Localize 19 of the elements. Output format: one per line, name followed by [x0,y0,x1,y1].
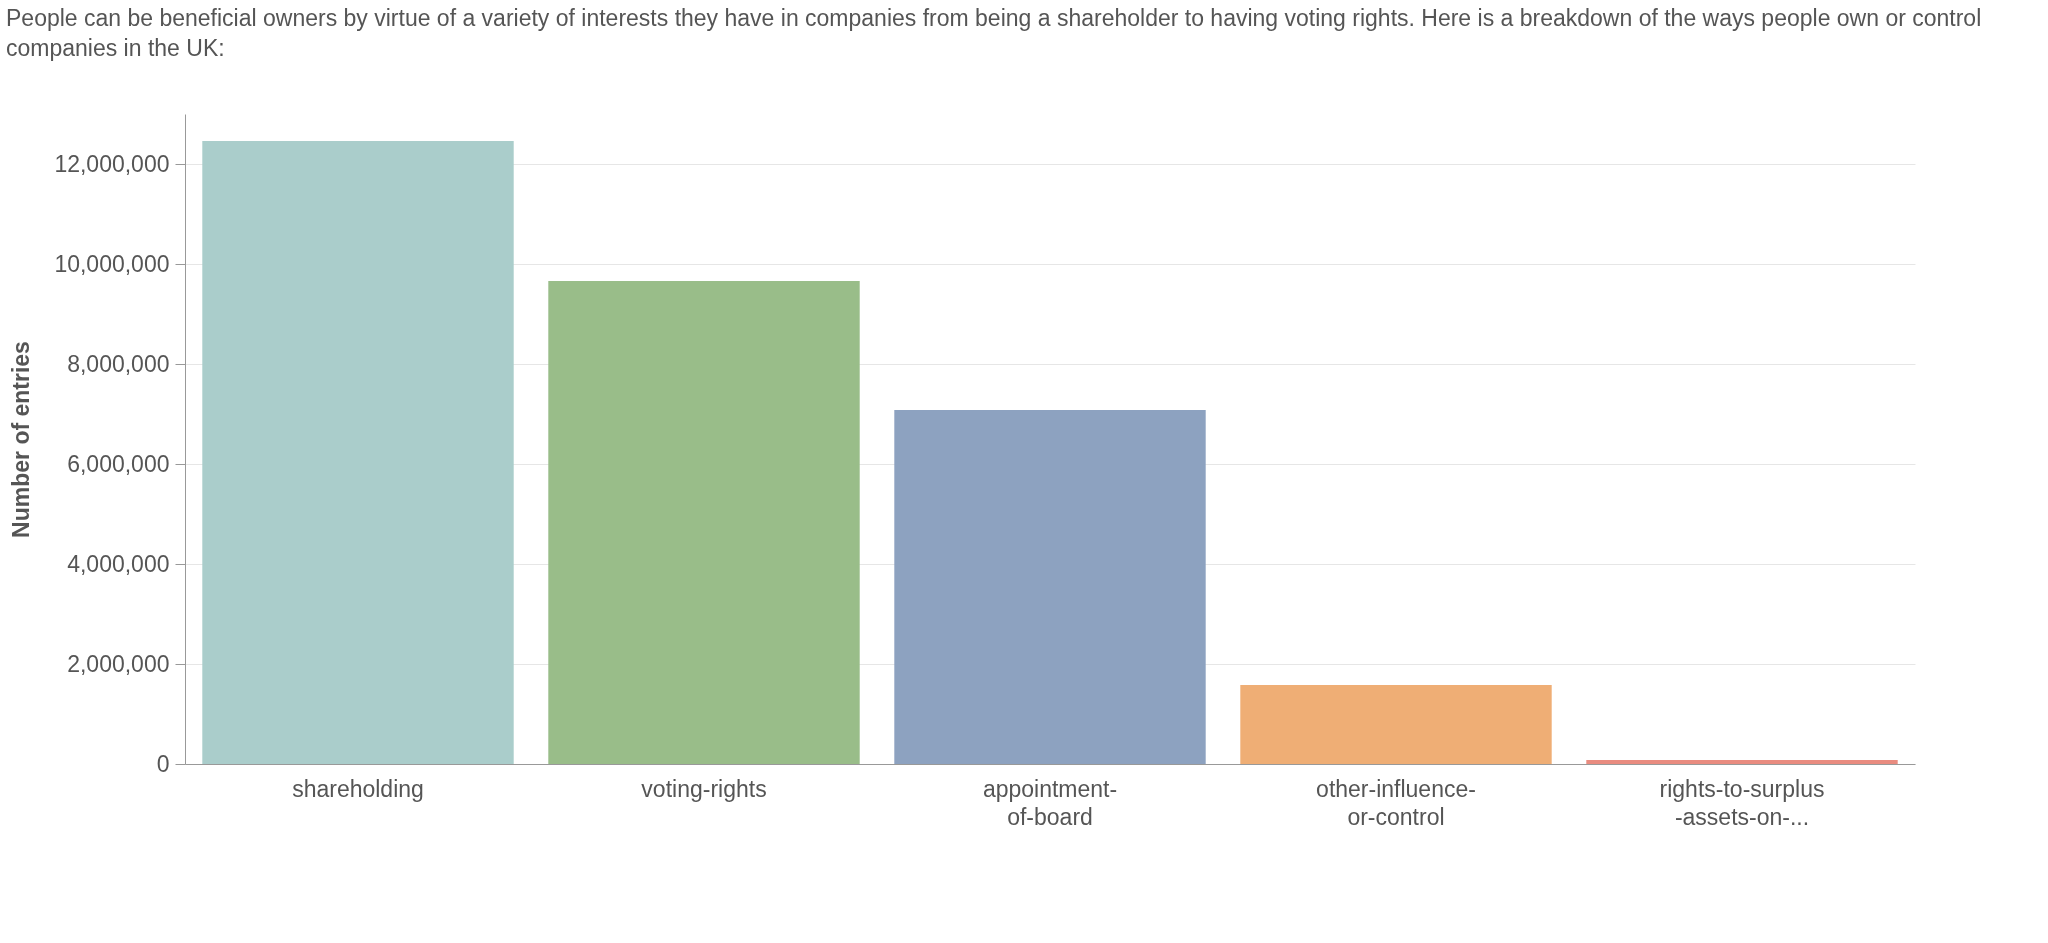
y-tick-label: 12,000,000 [54,150,170,177]
chart-title: People can be beneficial owners by virtue of a variety of interests they have in companies from being a shareholder to having voting rights. Here is a breakdown of the ways people own or control companies in the UK: [6,4,1983,63]
y-tick-label: 8,000,000 [67,350,170,377]
y-tick-label: 2,000,000 [67,650,170,677]
x-tick-label: appointment- of-board [982,775,1118,830]
y-axis-title: Number of entries [8,340,35,538]
x-tick-label: rights-to-surplus -assets-on-... [1659,775,1825,830]
y-tick-label: 4,000,000 [67,550,170,577]
bar [1240,684,1552,764]
x-tick-label: shareholding [292,775,424,802]
bar [894,409,1206,764]
y-tick-label: 10,000,000 [54,250,170,277]
bar [548,280,860,764]
x-tick-label: voting-rights [641,775,767,802]
bar [1586,759,1898,764]
y-tick-label: 6,000,000 [67,450,170,477]
bar [202,140,514,764]
y-tick-label: 0 [156,750,170,777]
x-tick-label: other-influence- or-control [1316,775,1476,830]
